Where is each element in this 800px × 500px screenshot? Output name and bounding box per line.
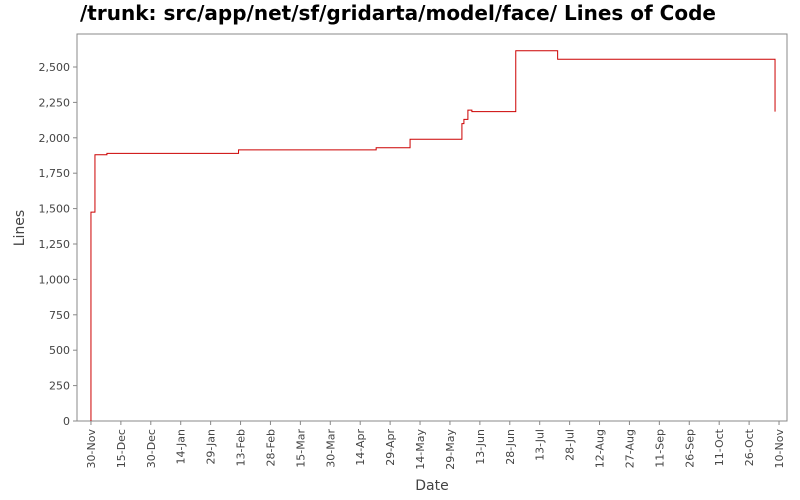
- y-tick-label: 250: [49, 380, 70, 393]
- y-tick-label: 750: [49, 309, 70, 322]
- x-tick-label: 27-Aug: [623, 429, 636, 468]
- y-tick-label: 2,000: [39, 132, 71, 145]
- y-axis-label: Lines: [12, 210, 28, 246]
- x-axis-label: Date: [415, 478, 448, 494]
- x-tick-label: 13-Jul: [534, 429, 547, 461]
- y-tick-label: 500: [49, 344, 70, 357]
- x-tick-label: 30-Mar: [324, 429, 337, 468]
- x-tick-label: 26-Oct: [743, 428, 756, 466]
- x-tick-label: 12-Aug: [594, 429, 607, 468]
- x-tick-label: 26-Sep: [683, 429, 696, 468]
- x-tick-label: 13-Jun: [474, 429, 487, 465]
- x-tick-label: 15-Mar: [294, 429, 307, 468]
- x-tick-label: 28-Jul: [564, 429, 577, 461]
- x-tick-label: 11-Sep: [653, 429, 666, 468]
- y-tick-label: 1,250: [39, 238, 71, 251]
- chart-title: /trunk: src/app/net/sf/gridarta/model/fa…: [80, 1, 716, 25]
- x-tick-label: 13-Feb: [235, 429, 248, 466]
- x-tick-label: 14-Jan: [175, 429, 188, 465]
- x-tick-label: 29-Jan: [205, 429, 218, 465]
- x-tick-label: 28-Jun: [504, 429, 517, 465]
- plot-area: [76, 33, 788, 422]
- y-tick-label: 1,750: [39, 167, 71, 180]
- y-tick-label: 1,500: [39, 203, 71, 216]
- data-line: [90, 50, 776, 421]
- x-tick-label: 11-Oct: [713, 428, 726, 466]
- x-tick-label: 29-Apr: [384, 429, 397, 466]
- x-tick-label: 15-Dec: [115, 429, 128, 468]
- x-tick-label: 14-May: [414, 429, 427, 470]
- x-tick-label: 30-Nov: [85, 429, 98, 469]
- y-tick-label: 0: [63, 415, 70, 428]
- y-tick-label: 2,250: [39, 96, 71, 109]
- y-tick-label: 2,500: [39, 61, 71, 74]
- x-tick-label: 28-Feb: [264, 429, 277, 466]
- x-tick-label: 30-Dec: [145, 429, 158, 468]
- x-tick-label: 14-Apr: [354, 429, 367, 466]
- x-tick-label: 10-Nov: [773, 429, 786, 469]
- y-tick-label: 1,000: [39, 273, 71, 286]
- x-tick-label: 29-May: [444, 429, 457, 470]
